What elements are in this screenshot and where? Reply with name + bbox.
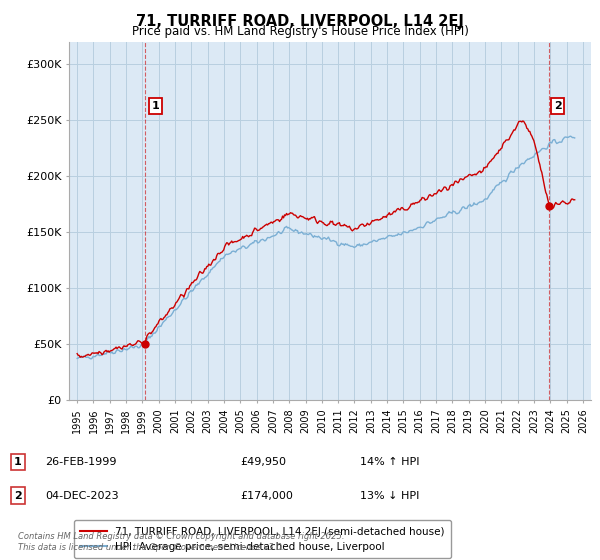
- Text: 1: 1: [151, 101, 159, 111]
- Text: 1: 1: [14, 457, 22, 467]
- Text: £174,000: £174,000: [240, 491, 293, 501]
- Text: 14% ↑ HPI: 14% ↑ HPI: [360, 457, 419, 467]
- Text: 13% ↓ HPI: 13% ↓ HPI: [360, 491, 419, 501]
- Text: 2: 2: [14, 491, 22, 501]
- Text: 71, TURRIFF ROAD, LIVERPOOL, L14 2EJ: 71, TURRIFF ROAD, LIVERPOOL, L14 2EJ: [136, 14, 464, 29]
- Text: £49,950: £49,950: [240, 457, 286, 467]
- Text: 26-FEB-1999: 26-FEB-1999: [45, 457, 116, 467]
- Legend: 71, TURRIFF ROAD, LIVERPOOL, L14 2EJ (semi-detached house), HPI: Average price, : 71, TURRIFF ROAD, LIVERPOOL, L14 2EJ (se…: [74, 520, 451, 558]
- Text: Price paid vs. HM Land Registry's House Price Index (HPI): Price paid vs. HM Land Registry's House …: [131, 25, 469, 38]
- Text: 2: 2: [554, 101, 562, 111]
- Text: Contains HM Land Registry data © Crown copyright and database right 2025.
This d: Contains HM Land Registry data © Crown c…: [18, 532, 344, 552]
- Text: 04-DEC-2023: 04-DEC-2023: [45, 491, 119, 501]
